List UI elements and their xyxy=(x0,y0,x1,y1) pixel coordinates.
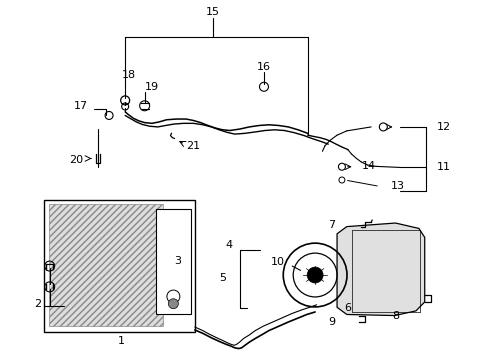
Text: 16: 16 xyxy=(257,62,270,72)
Text: 20: 20 xyxy=(69,155,83,165)
Text: 21: 21 xyxy=(186,141,200,151)
Text: 18: 18 xyxy=(121,70,135,80)
Text: 5: 5 xyxy=(219,273,225,283)
Text: 1: 1 xyxy=(118,336,125,346)
Bar xyxy=(49,204,163,326)
Bar xyxy=(156,209,190,315)
Text: 9: 9 xyxy=(328,317,335,327)
Bar xyxy=(44,200,194,332)
Text: 4: 4 xyxy=(225,240,232,250)
Text: 13: 13 xyxy=(390,181,404,192)
Text: 19: 19 xyxy=(144,82,159,93)
Text: 10: 10 xyxy=(270,257,284,267)
Text: 11: 11 xyxy=(436,162,450,172)
Text: 14: 14 xyxy=(361,161,375,171)
Text: 3: 3 xyxy=(173,256,181,266)
Text: 17: 17 xyxy=(74,102,88,112)
Text: 8: 8 xyxy=(391,311,398,320)
Text: 12: 12 xyxy=(436,122,450,132)
Text: 7: 7 xyxy=(327,220,334,230)
Text: 15: 15 xyxy=(205,7,220,17)
Text: 6: 6 xyxy=(344,303,350,314)
Circle shape xyxy=(306,267,323,283)
Text: 2: 2 xyxy=(34,299,41,309)
Polygon shape xyxy=(336,223,424,316)
Circle shape xyxy=(168,299,178,309)
